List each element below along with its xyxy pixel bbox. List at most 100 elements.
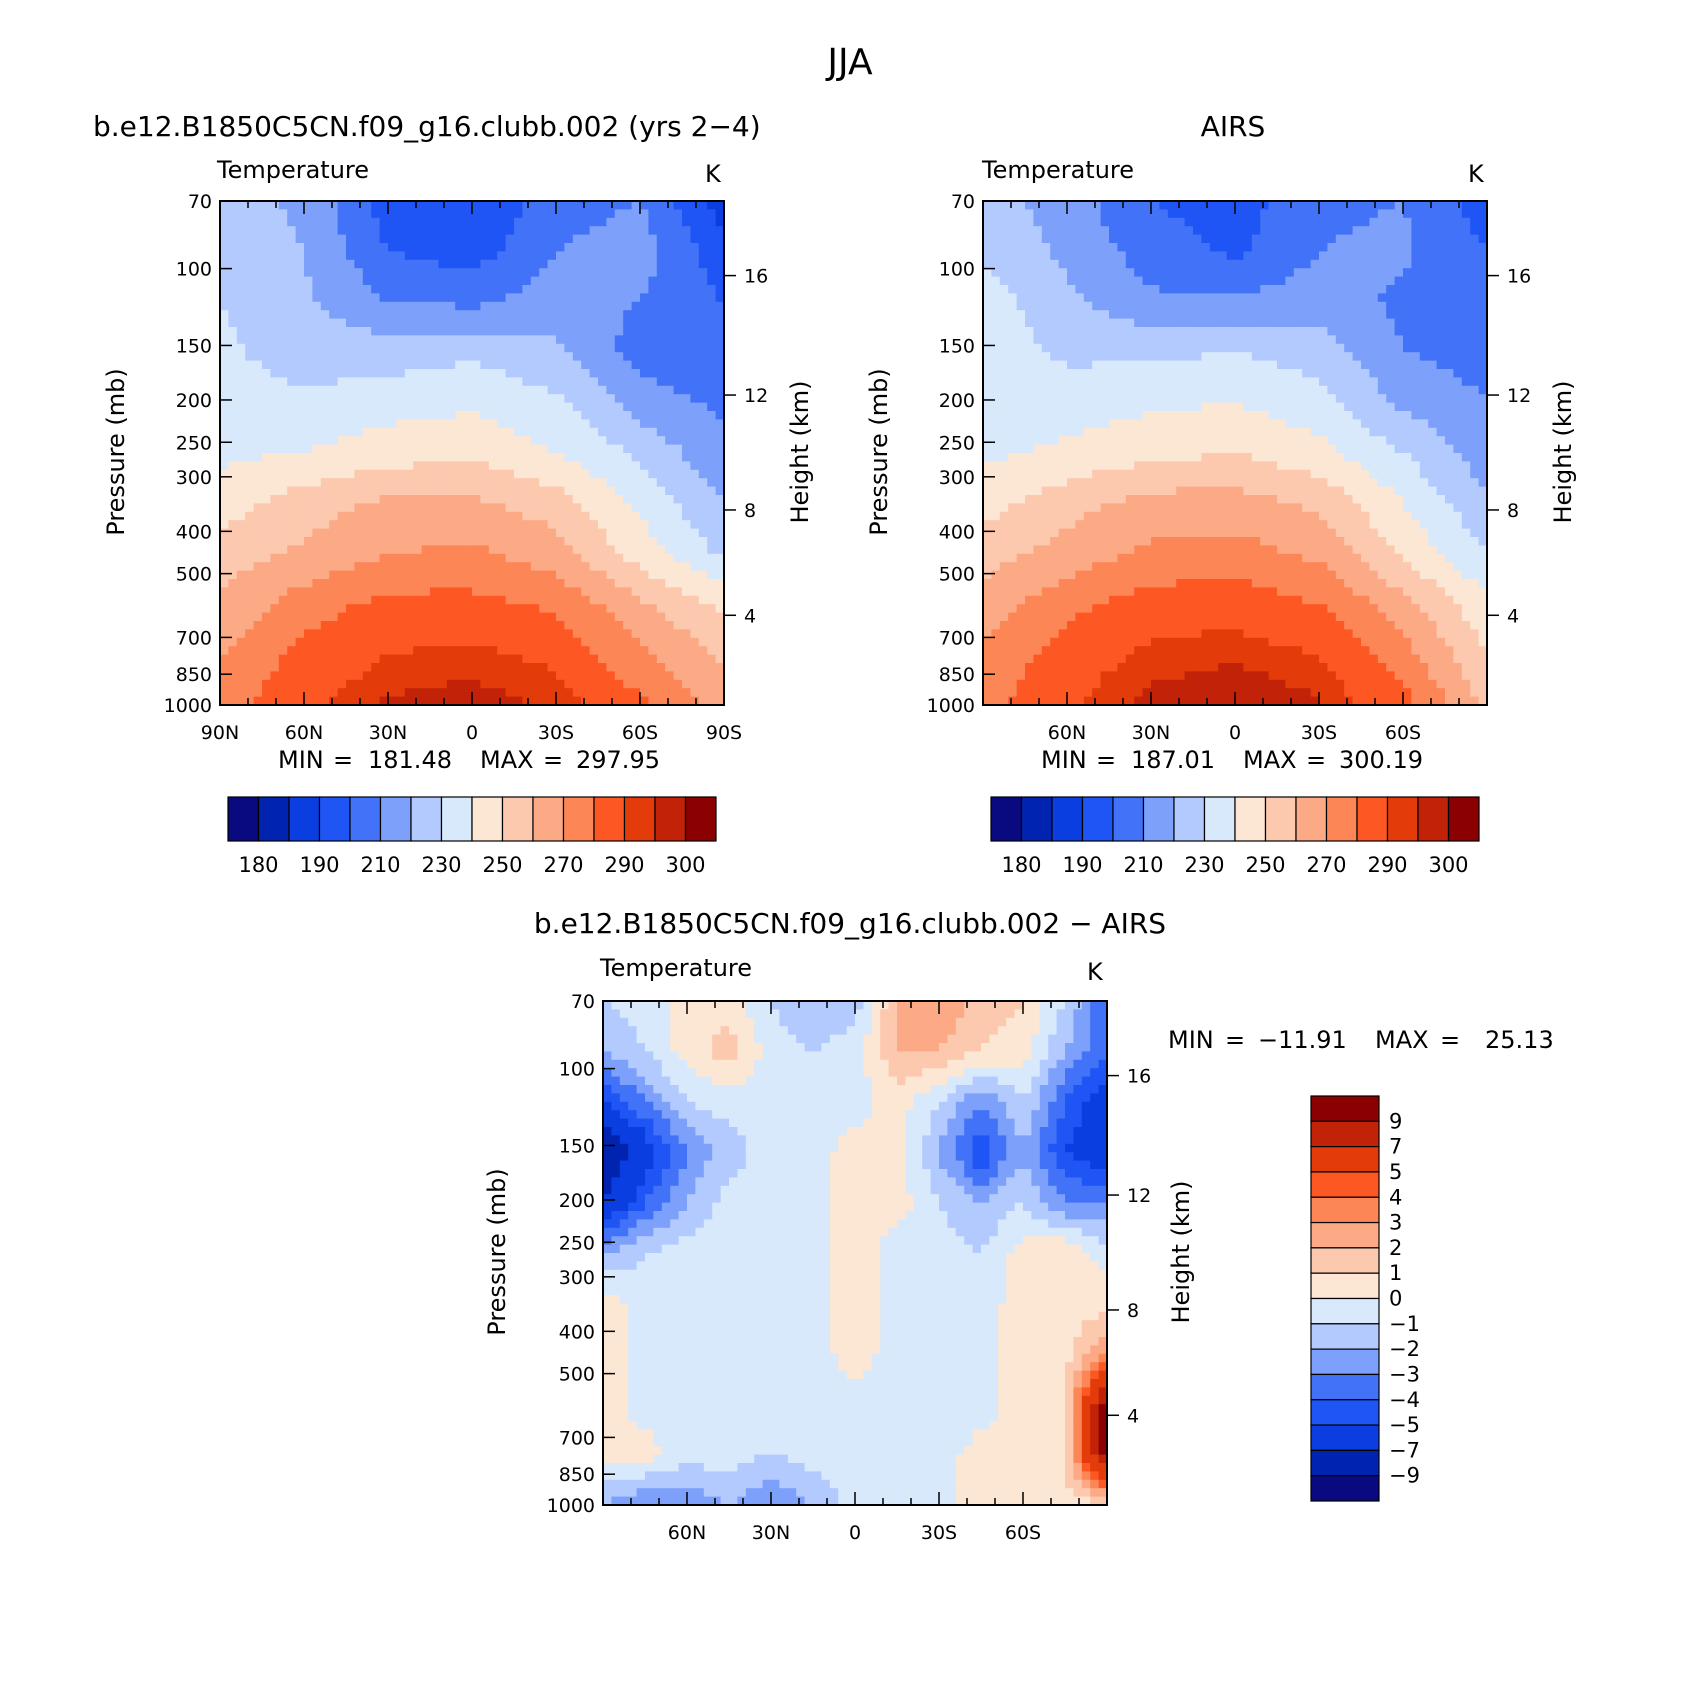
contour-cell [505, 343, 515, 353]
contour-cell [472, 579, 481, 588]
contour-cell [1033, 293, 1043, 303]
contour-cell [413, 343, 423, 353]
contour-cell [1268, 335, 1278, 345]
contour-cell [1100, 234, 1110, 244]
contour-cell [463, 369, 473, 378]
contour-cell [472, 327, 481, 336]
contour-cell [648, 520, 658, 530]
contour-cell [539, 478, 549, 488]
contour-cell [354, 528, 364, 538]
contour-cell [1352, 293, 1362, 303]
contour-cell [522, 201, 532, 210]
contour-cell [278, 503, 288, 513]
contour-cell [606, 696, 616, 706]
contour-cell [1167, 369, 1177, 378]
contour-cell [1436, 352, 1446, 362]
contour-cell [698, 436, 708, 446]
contour-cell [1319, 209, 1328, 219]
contour-cell [362, 394, 372, 404]
contour-cell [1369, 327, 1379, 336]
contour-cell [396, 352, 406, 362]
contour-cell [631, 234, 641, 244]
contour-cell [295, 537, 305, 546]
contour-cell [581, 259, 591, 269]
contour-cell [304, 579, 313, 588]
contour-cell [446, 427, 456, 437]
contour-cell [1067, 293, 1076, 303]
contour-cell [656, 310, 666, 320]
colorbar-swatch [410, 796, 443, 842]
contour-cell [379, 419, 389, 429]
contour-cell [438, 469, 448, 479]
contour-cell [614, 226, 624, 236]
contour-cell [480, 537, 490, 546]
contour-cell [472, 688, 481, 698]
contour-cell [1125, 360, 1135, 370]
contour-cell [446, 654, 456, 664]
contour-cell [438, 579, 448, 588]
contour-cell [220, 343, 229, 353]
contour-cell [991, 251, 1001, 261]
contour-cell [413, 436, 423, 446]
contour-cell [236, 486, 246, 496]
contour-cell [463, 637, 473, 647]
contour-cell [253, 209, 263, 219]
contour-cell [556, 301, 565, 311]
contour-cell [623, 310, 633, 320]
contour-cell [606, 209, 616, 219]
contour-cell [1067, 335, 1076, 345]
contour-cell [1386, 217, 1396, 227]
contour-cell [715, 335, 725, 345]
contour-cell [1327, 343, 1337, 353]
contour-cell [245, 587, 255, 597]
contour-cell [488, 318, 498, 328]
contour-cell [220, 327, 229, 336]
contour-cell [1067, 301, 1076, 311]
contour-cell [262, 343, 271, 353]
contour-cell [522, 545, 532, 555]
contour-cell [1411, 234, 1421, 244]
contour-cell [707, 646, 717, 656]
contour-cell [673, 579, 683, 588]
contour-cell [606, 352, 616, 362]
contour-cell [614, 503, 624, 513]
contour-cell [581, 503, 591, 513]
contour-cell [220, 234, 229, 244]
contour-cell [1100, 301, 1110, 311]
contour-cell [656, 570, 666, 580]
contour-cell [631, 394, 641, 404]
contour-cell [505, 671, 515, 681]
contour-cell [463, 343, 473, 353]
contour-cell [312, 486, 322, 496]
contour-cell [488, 259, 498, 269]
contour-cell [1344, 352, 1354, 362]
contour-cell [715, 293, 725, 303]
contour-cell [379, 243, 389, 252]
contour-cell [404, 369, 414, 378]
contour-cell [488, 301, 498, 311]
contour-cell [514, 293, 523, 303]
contour-cell [379, 654, 389, 664]
contour-cell [606, 654, 616, 664]
contour-cell [337, 486, 347, 496]
contour-cell [1142, 377, 1152, 387]
contour-cell [1193, 268, 1202, 278]
contour-cell [547, 520, 557, 530]
contour-cell [707, 318, 717, 328]
contour-cell [472, 478, 481, 488]
contour-cell [522, 259, 532, 269]
contour-cell [1445, 201, 1454, 210]
contour-cell [530, 511, 540, 521]
contour-cell [278, 436, 288, 446]
contour-cell [488, 377, 498, 387]
contour-cell [354, 469, 364, 479]
contour-cell [682, 369, 691, 378]
contour-cell [354, 671, 364, 681]
contour-cell [388, 427, 397, 437]
contour-cell [488, 621, 498, 630]
contour-cell [1428, 243, 1438, 252]
contour-cell [472, 696, 481, 706]
contour-cell [1260, 293, 1270, 303]
contour-cell [220, 285, 229, 294]
contour-cell [287, 369, 297, 378]
